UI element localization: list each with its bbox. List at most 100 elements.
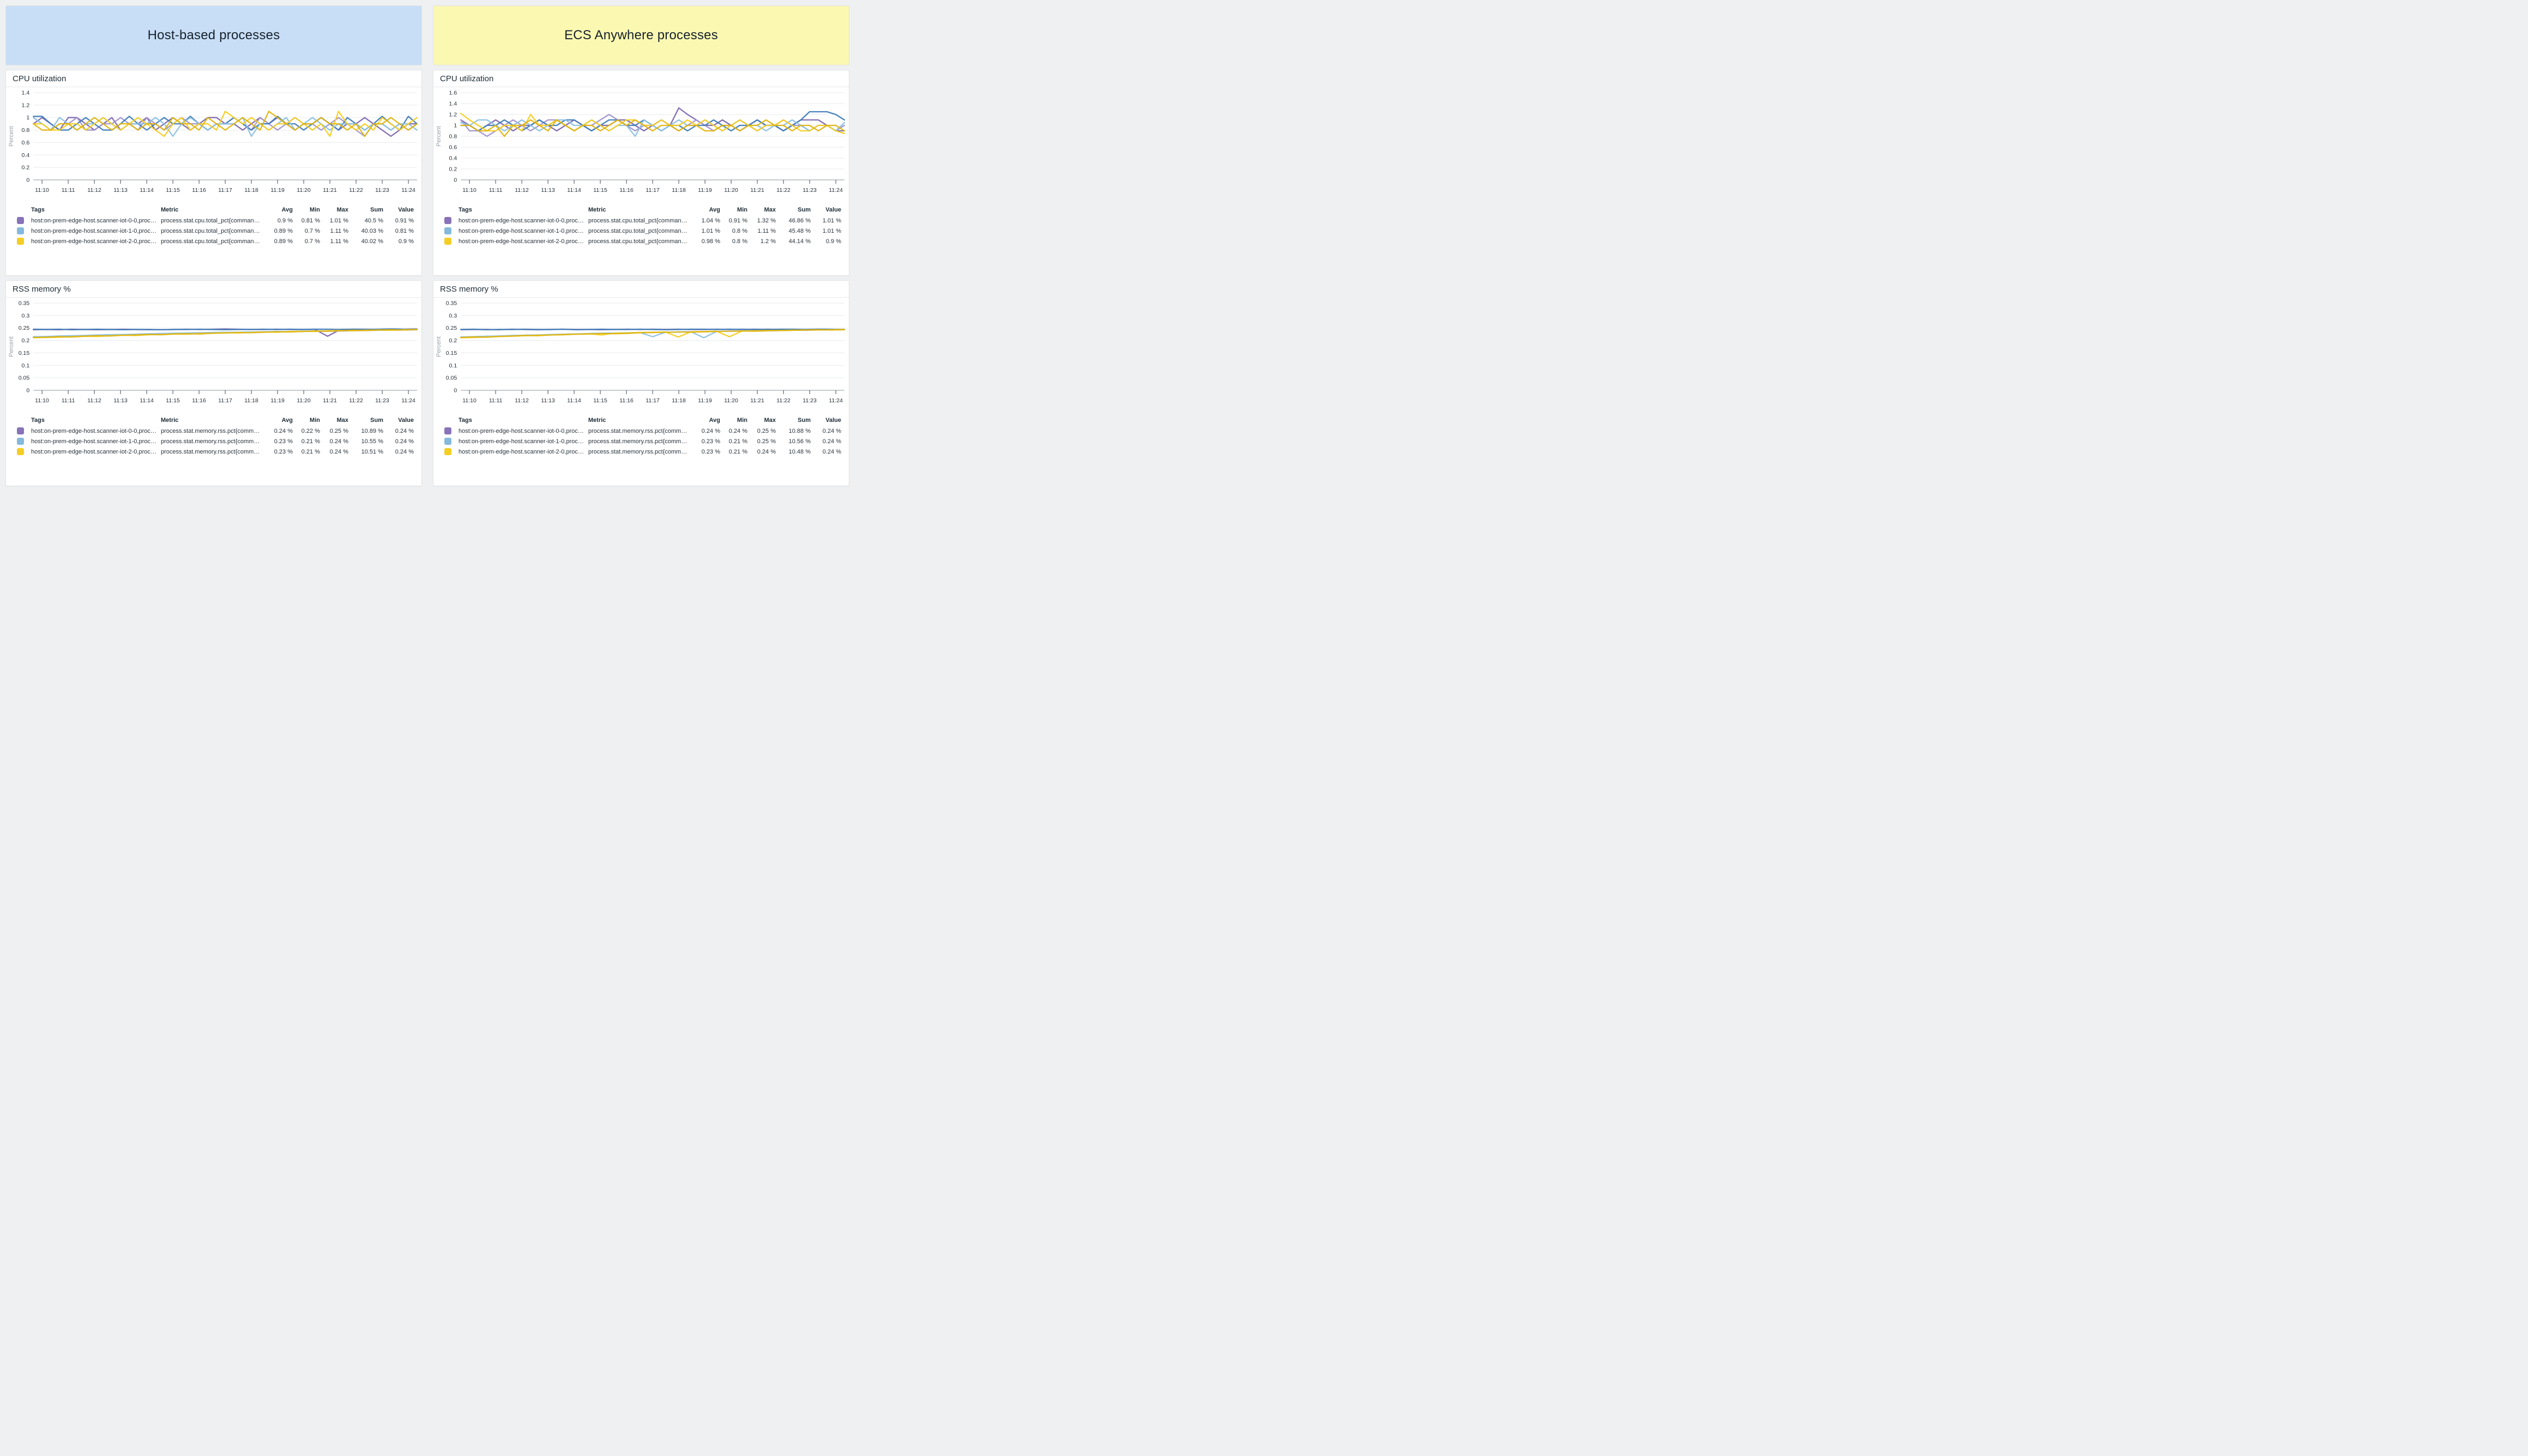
series-color-swatch[interactable] bbox=[17, 238, 24, 245]
legend-min-cell: 0.7 % bbox=[304, 227, 320, 234]
svg-text:0.35: 0.35 bbox=[446, 300, 457, 307]
legend-col-value[interactable]: Value bbox=[398, 207, 414, 213]
svg-text:0.35: 0.35 bbox=[19, 300, 30, 307]
series-color-swatch[interactable] bbox=[444, 448, 451, 455]
legend-col-min[interactable]: Min bbox=[737, 417, 747, 424]
legend-max-cell: 0.25 % bbox=[329, 427, 348, 434]
svg-text:11:22: 11:22 bbox=[776, 397, 791, 404]
cpu-line-chart-host[interactable]: 1.4 1.2 1 0.8 0.6 0.4 0.2 0 11:10 11:11 11:12 11:13… bbox=[6, 88, 421, 204]
legend-swatch-cell[interactable] bbox=[442, 426, 456, 436]
legend-max-cell: 1.11 % bbox=[330, 238, 348, 245]
legend-row[interactable]: host:on-prem-edge-host.scanner-iot-0-0,p… bbox=[15, 215, 416, 226]
legend-col-sum[interactable]: Sum bbox=[798, 207, 811, 213]
series-color-swatch[interactable] bbox=[444, 238, 451, 245]
svg-text:1.6: 1.6 bbox=[449, 90, 457, 96]
legend-col-avg[interactable]: Avg bbox=[709, 207, 720, 213]
svg-text:11:12: 11:12 bbox=[515, 397, 529, 404]
legend-col-tags[interactable]: Tags bbox=[31, 417, 45, 424]
legend-col-metric[interactable]: Metric bbox=[588, 207, 606, 213]
svg-text:11:13: 11:13 bbox=[541, 187, 555, 194]
legend-swatch-cell[interactable] bbox=[442, 446, 456, 457]
series-line bbox=[460, 328, 846, 331]
svg-text:0.05: 0.05 bbox=[446, 375, 457, 382]
legend-max-cell: 0.24 % bbox=[329, 448, 348, 455]
series-line bbox=[460, 329, 846, 339]
legend-swatch-cell[interactable] bbox=[15, 446, 29, 457]
legend-swatch-cell[interactable] bbox=[442, 226, 456, 236]
legend-col-max[interactable]: Max bbox=[336, 417, 348, 424]
legend-col-max[interactable]: Max bbox=[764, 207, 776, 213]
legend-metric-cell: process.stat.cpu.total_pct{comman… bbox=[161, 217, 260, 224]
legend-row[interactable]: host:on-prem-edge-host.scanner-iot-1-0,p… bbox=[442, 226, 843, 236]
legend-metric-cell: process.stat.memory.rss.pct{comm… bbox=[588, 448, 687, 455]
x-axis: 11:10 11:11 11:12 11:13 11:14 11:15 11:16 11:17… bbox=[35, 390, 415, 404]
series-color-swatch[interactable] bbox=[17, 448, 24, 455]
legend-row[interactable]: host:on-prem-edge-host.scanner-iot-0-0,p… bbox=[442, 215, 843, 226]
legend-row[interactable]: host:on-prem-edge-host.scanner-iot-1-0,p… bbox=[442, 436, 843, 446]
legend-max-cell: 0.25 % bbox=[757, 427, 776, 434]
legend-row[interactable]: host:on-prem-edge-host.scanner-iot-2-0,p… bbox=[442, 236, 843, 246]
legend-col-max[interactable]: Max bbox=[764, 417, 776, 424]
svg-text:11:12: 11:12 bbox=[87, 187, 101, 194]
legend-swatch-cell[interactable] bbox=[15, 426, 29, 436]
svg-text:11:10: 11:10 bbox=[462, 397, 476, 404]
legend-col-avg[interactable]: Avg bbox=[709, 417, 720, 424]
legend-swatch-cell[interactable] bbox=[15, 436, 29, 446]
svg-text:11:23: 11:23 bbox=[375, 397, 389, 404]
legend-col-metric[interactable]: Metric bbox=[161, 207, 179, 213]
legend-max-cell: 1.11 % bbox=[330, 227, 348, 234]
legend-swatch-cell[interactable] bbox=[15, 226, 29, 236]
legend-col-min[interactable]: Min bbox=[310, 417, 320, 424]
legend-max-cell: 1.11 % bbox=[757, 227, 776, 234]
legend-swatch-cell[interactable] bbox=[15, 215, 29, 226]
legend-metric-cell: process.stat.cpu.total_pct{comman… bbox=[588, 217, 687, 224]
legend-col-sum[interactable]: Sum bbox=[370, 207, 383, 213]
series-color-swatch[interactable] bbox=[444, 217, 451, 224]
legend-col-sum[interactable]: Sum bbox=[798, 417, 811, 424]
legend-col-avg[interactable]: Avg bbox=[281, 207, 293, 213]
legend-col-tags[interactable]: Tags bbox=[458, 207, 472, 213]
legend-col-value[interactable]: Value bbox=[825, 417, 841, 424]
legend-swatch-cell[interactable] bbox=[15, 236, 29, 246]
legend-sum-cell: 10.51 % bbox=[361, 448, 383, 455]
legend-row[interactable]: host:on-prem-edge-host.scanner-iot-1-0,p… bbox=[15, 226, 416, 236]
legend-swatch-cell[interactable] bbox=[442, 236, 456, 246]
legend-row[interactable]: host:on-prem-edge-host.scanner-iot-2-0,p… bbox=[15, 446, 416, 457]
legend-row[interactable]: host:on-prem-edge-host.scanner-iot-2-0,p… bbox=[442, 446, 843, 457]
legend-swatch-cell[interactable] bbox=[442, 436, 456, 446]
series-color-swatch[interactable] bbox=[444, 227, 451, 234]
legend-row[interactable]: host:on-prem-edge-host.scanner-iot-1-0,p… bbox=[15, 436, 416, 446]
series-color-swatch[interactable] bbox=[444, 438, 451, 445]
legend-header-row: Tags Metric Avg Min Max Sum Value bbox=[442, 415, 843, 426]
legend-swatch-cell[interactable] bbox=[442, 215, 456, 226]
legend-col-metric[interactable]: Metric bbox=[588, 417, 606, 424]
svg-text:11:21: 11:21 bbox=[750, 187, 764, 194]
y-gridlines bbox=[33, 303, 417, 391]
legend-col-max[interactable]: Max bbox=[336, 207, 348, 213]
svg-text:11:16: 11:16 bbox=[192, 397, 206, 404]
legend-col-min[interactable]: Min bbox=[737, 207, 747, 213]
series-color-swatch[interactable] bbox=[444, 427, 451, 434]
legend-col-value[interactable]: Value bbox=[825, 207, 841, 213]
series-color-swatch[interactable] bbox=[17, 427, 24, 434]
legend-col-avg[interactable]: Avg bbox=[281, 417, 293, 424]
series-color-swatch[interactable] bbox=[17, 227, 24, 234]
series-color-swatch[interactable] bbox=[17, 217, 24, 224]
legend-col-value[interactable]: Value bbox=[398, 417, 414, 424]
legend-row[interactable]: host:on-prem-edge-host.scanner-iot-2-0,p… bbox=[15, 236, 416, 246]
legend-col-tags[interactable]: Tags bbox=[31, 207, 45, 213]
legend-metric-cell: process.stat.memory.rss.pct{comm… bbox=[161, 448, 260, 455]
series-color-swatch[interactable] bbox=[17, 438, 24, 445]
panel-title: RSS memory % bbox=[6, 281, 421, 298]
legend-row[interactable]: host:on-prem-edge-host.scanner-iot-0-0,p… bbox=[442, 426, 843, 436]
legend-col-tags[interactable]: Tags bbox=[458, 417, 472, 424]
legend-col-metric[interactable]: Metric bbox=[161, 417, 179, 424]
legend-col-sum[interactable]: Sum bbox=[370, 417, 383, 424]
legend-row[interactable]: host:on-prem-edge-host.scanner-iot-0-0,p… bbox=[15, 426, 416, 436]
legend-header-row: Tags Metric Avg Min Max Sum Value bbox=[442, 205, 843, 215]
legend-col-min[interactable]: Min bbox=[310, 207, 320, 213]
svg-text:11:20: 11:20 bbox=[724, 397, 738, 404]
